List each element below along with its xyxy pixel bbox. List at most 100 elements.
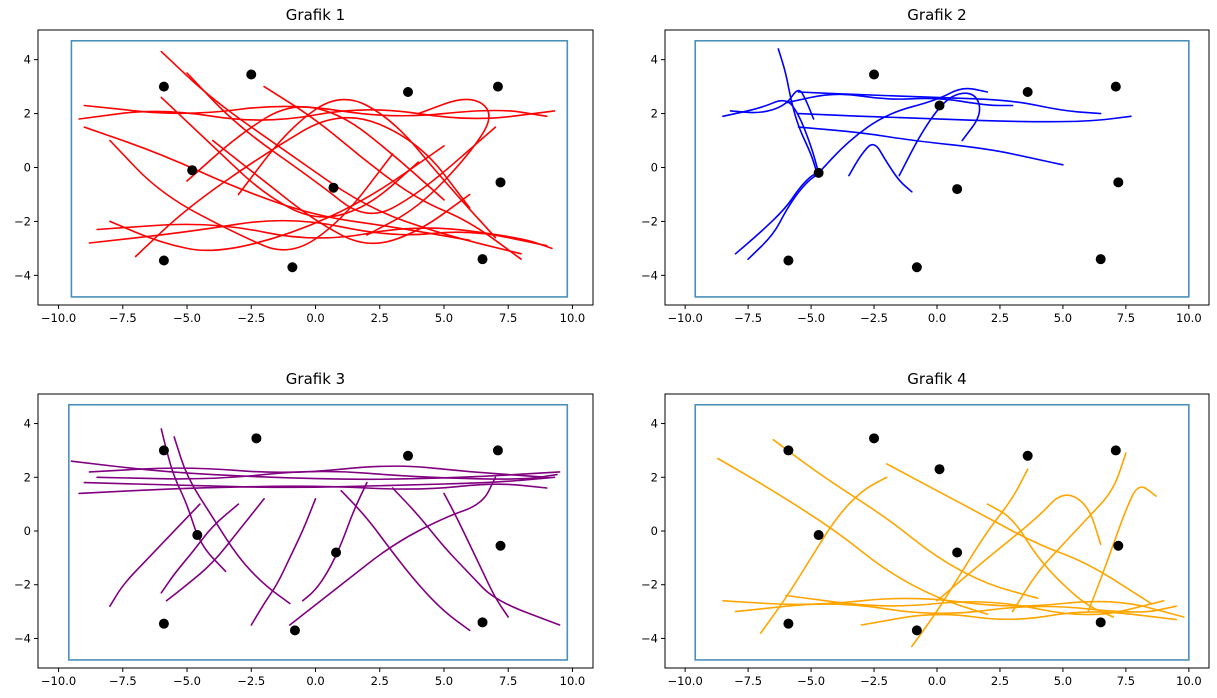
x-tick-label: −2.5 xyxy=(860,311,888,325)
trajectory-line xyxy=(109,139,394,251)
obstacle-point xyxy=(158,81,169,92)
axes-frame xyxy=(664,29,1210,306)
x-tick-label: 5.0 xyxy=(1054,311,1072,325)
obstacle-point xyxy=(1095,254,1106,265)
x-tick-label: −5.0 xyxy=(797,311,825,325)
trajectory-line xyxy=(443,492,509,618)
obstacle-point xyxy=(813,530,824,541)
obstacle-point xyxy=(192,530,203,541)
obstacle-point xyxy=(328,182,339,193)
x-tick-label: 10.0 xyxy=(1176,674,1202,688)
y-tick-label: 0 xyxy=(651,524,658,538)
x-tick-label: 10.0 xyxy=(1176,311,1202,325)
obstacle-point xyxy=(492,81,503,92)
x-tick-label: −7.5 xyxy=(109,311,137,325)
obstacle-point xyxy=(934,100,945,111)
y-tick-label: 4 xyxy=(24,53,31,67)
boundary-rect xyxy=(694,403,1190,661)
obstacle-point xyxy=(869,69,880,80)
obstacle-point xyxy=(934,464,945,475)
y-tick-label: −4 xyxy=(14,631,31,645)
x-tick-label: −7.5 xyxy=(734,311,762,325)
trajectory-line xyxy=(109,503,201,607)
trajectory-line xyxy=(785,594,1165,616)
obstacle-point xyxy=(495,540,506,551)
y-tick-label: −4 xyxy=(14,268,31,282)
x-tick-label: −10.0 xyxy=(668,674,703,688)
x-tick-label: 2.5 xyxy=(991,311,1009,325)
trajectory-line xyxy=(986,503,1115,618)
x-tick-label: 2.5 xyxy=(371,674,389,688)
x-tick-label: 5.0 xyxy=(435,311,453,325)
axes-frame xyxy=(664,393,1210,669)
trajectory-line xyxy=(160,96,420,218)
trajectory-line xyxy=(860,611,1178,626)
x-tick-label: 2.5 xyxy=(991,674,1009,688)
obstacle-point xyxy=(952,547,963,558)
x-tick-label: 10.0 xyxy=(560,311,586,325)
obstacle-point xyxy=(287,262,298,273)
trajectory-line xyxy=(817,87,989,174)
obstacle-point xyxy=(952,184,963,195)
x-tick-label: 2.5 xyxy=(371,311,389,325)
obstacle-point xyxy=(1022,87,1033,98)
trajectory-line xyxy=(83,104,548,118)
x-tick-label: −2.5 xyxy=(860,674,888,688)
trajectory-line xyxy=(898,92,981,177)
boundary-rect xyxy=(694,39,1190,298)
obstacle-point xyxy=(251,433,262,444)
obstacle-point xyxy=(403,450,413,461)
y-tick-label: −2 xyxy=(641,578,658,592)
chart-title: Grafik 4 xyxy=(907,370,966,388)
obstacle-point xyxy=(158,255,169,266)
trajectory-line xyxy=(237,98,497,239)
trajectory-line xyxy=(109,145,445,252)
trajectory-line xyxy=(777,48,817,171)
obstacle-point xyxy=(403,87,413,98)
x-tick-label: −2.5 xyxy=(237,311,265,325)
trajectory-line xyxy=(885,463,1152,605)
obstacle-point xyxy=(1022,450,1033,461)
y-tick-label: 2 xyxy=(24,107,31,121)
trajectory-line xyxy=(165,498,265,602)
chart-1: Grafik 1 −10.0 −7.5 −5.0 −2.5 0.0 2.5 5.0 7.5 10.… xyxy=(14,6,594,325)
trajectories xyxy=(70,428,561,632)
obstacle-point xyxy=(495,177,506,188)
trajectory-line xyxy=(1011,452,1127,613)
x-tick-label: 0.0 xyxy=(928,674,946,688)
obstacle-point xyxy=(477,254,488,265)
x-tick-label: 7.5 xyxy=(1117,674,1135,688)
boundary-rect xyxy=(68,403,569,661)
trajectory-line xyxy=(134,116,471,258)
x-tick-label: −5.0 xyxy=(173,311,201,325)
obstacle-point xyxy=(1113,540,1124,551)
obstacle-point xyxy=(1110,445,1121,456)
x-tick-label: −5.0 xyxy=(797,674,825,688)
trajectory-line xyxy=(797,126,1064,166)
trajectory-line xyxy=(83,126,471,242)
y-tick-label: 4 xyxy=(24,417,31,431)
obstacle-point xyxy=(187,165,198,176)
obstacle-point xyxy=(246,69,257,80)
trajectory-line xyxy=(911,468,1029,648)
boundary-rect xyxy=(70,39,569,298)
y-tick-label: 4 xyxy=(651,53,658,67)
trajectory-line xyxy=(160,50,522,255)
y-tick-label: 0 xyxy=(24,161,31,175)
trajectory-line xyxy=(747,172,822,260)
obstacle-point xyxy=(492,445,503,456)
chart-title: Grafik 2 xyxy=(907,6,966,24)
trajectory-line xyxy=(289,476,497,626)
obstacle-point xyxy=(783,618,794,629)
x-tick-label: 7.5 xyxy=(1117,311,1135,325)
y-tick-label: 0 xyxy=(24,524,31,538)
trajectory-line xyxy=(173,436,291,605)
x-tick-label: −7.5 xyxy=(734,674,762,688)
axes-frame xyxy=(37,393,594,669)
trajectory-line xyxy=(340,489,471,632)
obstacle-point xyxy=(1095,617,1106,628)
obstacle-point xyxy=(477,617,488,628)
obstacle-point xyxy=(158,618,169,629)
trajectory-line xyxy=(772,438,1039,599)
obstacle-point xyxy=(869,433,880,444)
